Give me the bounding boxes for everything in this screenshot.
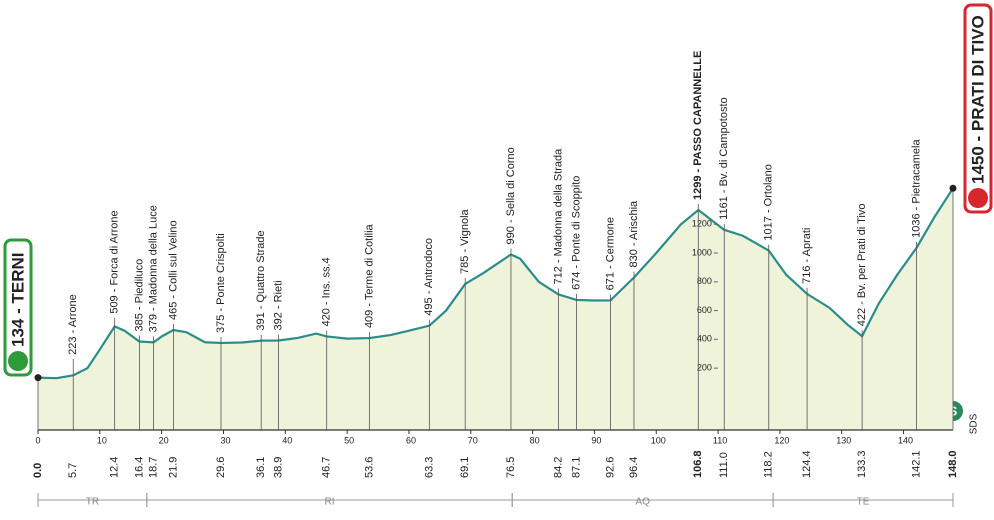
y-tick-label: 1000 (692, 247, 712, 257)
region-label: AQ (635, 497, 650, 508)
x-tick-label: 70 (468, 435, 478, 445)
region-label: TR (86, 497, 99, 508)
finish-label-bg (968, 9, 988, 184)
x-tick-label: 110 (713, 435, 727, 445)
x-tick-label: 90 (591, 435, 601, 445)
finish-dot (949, 184, 957, 192)
waypoint-label: 392 - Rieti (272, 280, 284, 330)
waypoint-label: 990 - Sella di Corno (505, 147, 517, 244)
waypoint-label: 1036 - Pietracamela (910, 139, 922, 238)
waypoint-label: 785 - Vignola (459, 208, 471, 274)
waypoint-km-label: 46.7 (321, 457, 333, 478)
code: SDS (969, 413, 980, 434)
x-tick-label: 80 (530, 435, 540, 445)
waypoint-label: 1161 - Bv. di Campotosto (718, 97, 730, 220)
waypoint-km-label: 53.6 (363, 457, 375, 478)
x-tick-label: 30 (220, 435, 230, 445)
x-tick-label: 100 (651, 435, 666, 445)
x-tick-label: 10 (97, 435, 107, 445)
region-label: TE (857, 497, 870, 508)
y-tick-label: 800 (697, 276, 712, 286)
waypoint-label: 712 - Madonna della Strada (552, 148, 564, 285)
waypoint-label: 509 - Forca di Arrone (109, 210, 121, 313)
waypoint-label: 716 - Aprati (801, 228, 813, 284)
waypoint-km-label: 36.1 (255, 457, 267, 478)
waypoint-km-label: 106.8 (692, 450, 704, 478)
region-label: RI (325, 497, 335, 508)
waypoint-km-label: 111.0 (718, 452, 730, 478)
waypoint-km-label: 21.9 (167, 457, 179, 478)
waypoint-label: 422 - Bv. per Prati di Tivo (856, 203, 868, 326)
waypoint-label: 385 - Piediluco (133, 259, 145, 332)
y-tick-label: 200 (697, 363, 712, 373)
waypoint-km-label: 133.3 (856, 450, 868, 478)
y-tick-label: 600 (697, 305, 712, 315)
waypoint-km-label: 38.9 (272, 457, 284, 478)
waypoint-km-label: 87.1 (570, 457, 582, 478)
waypoint-label: 495 - Antrodoco (423, 238, 435, 316)
waypoint-label: 830 - Arischia (628, 200, 640, 268)
waypoint-label: 409 - Terme di Cotilia (363, 223, 375, 328)
waypoint-km-label: 12.4 (109, 457, 121, 478)
waypoint-label: 1017 - Ortolano (763, 164, 775, 240)
waypoint-km-label: 18.7 (148, 457, 160, 478)
start-dot (34, 374, 42, 382)
waypoint-km-label: 63.3 (423, 457, 435, 478)
finish-label: 1450 - PRATI DI TIVO (968, 15, 987, 184)
waypoint-km-label: 92.6 (604, 457, 616, 478)
waypoint-label: 465 - Colli sul Velino (167, 220, 179, 320)
waypoint-km-label: 5.7 (67, 463, 79, 478)
waypoint-label: 1299 - PASSO CAPANNELLE (692, 51, 704, 200)
waypoint-label: 420 - Ins. ss.4 (321, 257, 333, 326)
waypoint-label: 391 - Quattro Strade (255, 230, 267, 330)
start-km-label: 0.0 (32, 463, 44, 478)
finish-km-label: 148.0 (947, 450, 959, 478)
waypoint-label: 379 - Madonna della Luce (148, 205, 160, 332)
waypoint-label: 375 - Ponte Crispolti (215, 233, 227, 333)
start-icon (8, 351, 28, 371)
x-tick-label: 120 (774, 435, 789, 445)
x-tick-label: 20 (159, 435, 169, 445)
waypoint-km-label: 16.4 (133, 457, 145, 478)
waypoint-label: 671 - Cermone (604, 217, 616, 290)
waypoint-km-label: 84.2 (552, 457, 564, 478)
finish-icon (968, 188, 988, 208)
x-tick-label: 0 (35, 435, 40, 445)
x-tick-label: 50 (344, 435, 354, 445)
waypoint-label: 674 - Ponte di Scoppito (570, 176, 582, 290)
start-label-bg (8, 244, 28, 347)
x-tick-label: 40 (282, 435, 292, 445)
x-tick-label: 60 (406, 435, 416, 445)
waypoint-label: 223 - Arrone (67, 294, 79, 355)
waypoint-km-label: 96.4 (628, 457, 640, 478)
x-tick-label: 130 (836, 435, 851, 445)
waypoint-km-label: 69.1 (459, 457, 471, 478)
waypoint-km-label: 118.2 (763, 451, 775, 478)
waypoint-km-label: 76.5 (505, 457, 517, 478)
waypoint-km-label: 124.4 (801, 450, 813, 478)
profile-line (37, 187, 954, 380)
waypoint-km-label: 142.1 (910, 450, 922, 478)
y-tick-label: 400 (697, 334, 712, 344)
y-tick-label: 1200 (692, 219, 712, 229)
start-label: 134 - TERNI (8, 253, 27, 347)
waypoint-km-label: 29.6 (215, 457, 227, 478)
x-tick-label: 140 (898, 435, 913, 445)
